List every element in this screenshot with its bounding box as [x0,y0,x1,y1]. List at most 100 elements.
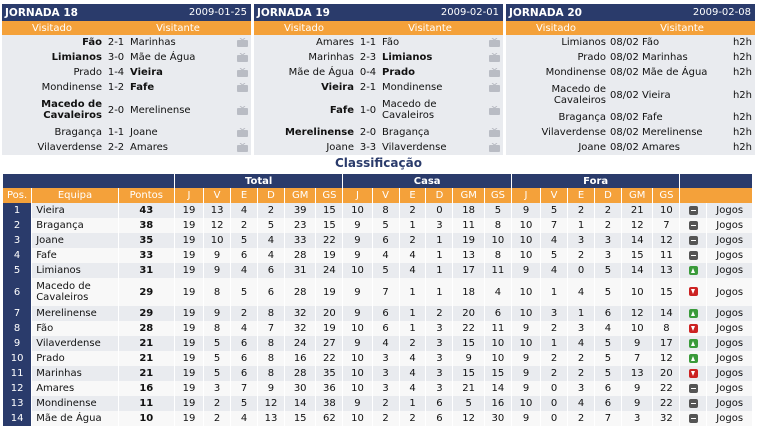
tv-icon[interactable] [488,128,502,137]
jogos-link[interactable]: Jogos [706,263,752,278]
h2h-link[interactable]: h2h [732,67,752,78]
jogos-link[interactable]: Jogos [706,411,752,426]
jogos-link[interactable]: Jogos [706,366,752,381]
team-name[interactable]: Bragança [31,218,119,233]
home-team[interactable]: Bragança [558,112,606,123]
team-name[interactable]: Mondinense [31,396,119,411]
home-team[interactable]: Prado [73,67,102,78]
away-team[interactable]: Fão [642,37,660,48]
match-row: Limianos 08/02 Fão h2h [506,35,755,50]
home-team[interactable]: Mãe de Água [288,67,354,78]
fora-stat-cell: 5 [540,203,568,218]
away-team[interactable]: Fafe [130,82,155,93]
away-team[interactable]: Prado [382,67,416,78]
away-team[interactable]: Amares [642,142,680,153]
away-team[interactable]: Bragança [382,127,430,138]
jogos-link[interactable]: Jogos [706,278,752,306]
jogos-link[interactable]: Jogos [706,396,752,411]
tv-icon[interactable] [236,38,250,47]
tv-icon[interactable] [488,143,502,152]
away-team[interactable]: Marinhas [130,37,176,48]
jogos-link[interactable]: Jogos [706,306,752,321]
total-stat-cell: 5 [230,396,258,411]
h2h-link[interactable]: h2h [732,142,752,153]
away-team[interactable]: Joane [130,127,158,138]
home-team[interactable]: Joane [326,142,354,153]
team-name[interactable]: Macedo de Cavaleiros [31,278,119,306]
away-team[interactable]: Vieira [130,67,163,78]
home-team[interactable]: Amares [316,37,354,48]
tv-icon[interactable] [488,105,502,115]
team-name[interactable]: Vilaverdense [31,336,119,351]
away-team[interactable]: Vieira [642,89,671,101]
home-team[interactable]: Fafe [329,104,354,116]
h2h-link[interactable]: h2h [732,52,752,63]
home-team[interactable]: Mondinense [41,82,102,93]
tv-icon[interactable] [236,68,250,77]
tv-icon[interactable] [488,83,502,92]
jogos-link[interactable]: Jogos [706,336,752,351]
jornada-title: JORNADA 19 [257,6,330,19]
h2h-link[interactable]: h2h [732,37,752,48]
away-team[interactable]: Mondinense [382,82,443,93]
jogos-link[interactable]: Jogos [706,381,752,396]
away-team[interactable]: Vilaverdense [382,142,447,153]
team-name[interactable]: Joane [31,233,119,248]
home-team[interactable]: Mondinense [545,67,606,78]
home-team[interactable]: Marinhas [308,52,354,63]
home-team[interactable]: Fão [82,37,102,48]
tv-icon[interactable] [488,68,502,77]
h2h-link[interactable]: h2h [732,112,752,123]
home-team[interactable]: Limianos [51,52,102,63]
away-team[interactable]: Marinhas [642,52,688,63]
team-name[interactable]: Prado [31,351,119,366]
team-name[interactable]: Merelinense [31,306,119,321]
home-team[interactable]: Merelinense [284,127,354,138]
tv-icon[interactable] [236,105,250,115]
h2h-link[interactable]: h2h [732,89,752,101]
team-name[interactable]: Amares [31,381,119,396]
away-team[interactable]: Merelinense [642,127,703,138]
jogos-link[interactable]: Jogos [706,218,752,233]
home-team[interactable]: Macedo de Cavaleiros [551,84,606,106]
tv-icon[interactable] [236,53,250,62]
h2h-link[interactable]: h2h [732,127,752,138]
column-header: D [425,188,453,203]
tv-icon[interactable] [236,83,250,92]
jogos-link[interactable]: Jogos [706,321,752,336]
team-name[interactable]: Marinhas [31,366,119,381]
team-name[interactable]: Vieira [31,203,119,218]
away-team[interactable]: Macedo de Cavaleiros [382,99,437,121]
tv-icon[interactable] [488,53,502,62]
tv-icon[interactable] [236,143,250,152]
away-team[interactable]: Mãe de Água [130,52,196,63]
home-team[interactable]: Limianos [561,37,606,48]
away-team[interactable]: Mãe de Água [642,67,708,78]
away-team[interactable]: Limianos [382,52,433,63]
away-team[interactable]: Merelinense [130,104,191,116]
home-team[interactable]: Bragança [54,127,102,138]
casa-stat-cell: 9 [452,351,485,366]
away-team[interactable]: Amares [130,142,168,153]
team-name[interactable]: Limianos [31,263,119,278]
away-team[interactable]: Fão [382,37,400,48]
tv-icon[interactable] [236,128,250,137]
jogos-link[interactable]: Jogos [706,351,752,366]
home-team[interactable]: Vilaverdense [37,142,102,153]
tv-icon[interactable] [488,38,502,47]
home-team[interactable]: Vilaverdense [541,127,606,138]
team-name[interactable]: Fão [31,321,119,336]
home-team[interactable]: Joane [578,142,606,153]
home-team[interactable]: Macedo de Cavaleiros [41,99,102,121]
jogos-link[interactable]: Jogos [706,248,752,263]
team-name[interactable]: Mãe de Água [31,411,119,426]
team-name[interactable]: Fafe [31,248,119,263]
jogos-link[interactable]: Jogos [706,233,752,248]
jogos-link[interactable]: Jogos [706,203,752,218]
home-team[interactable]: Vieira [321,82,354,93]
away-team[interactable]: Fafe [642,112,663,123]
home-team[interactable]: Prado [577,52,606,63]
casa-stat-cell: 18 [452,278,485,306]
jornada-columns: Visitado Visitante [254,21,503,35]
casa-stat-cell: 4 [398,351,426,366]
